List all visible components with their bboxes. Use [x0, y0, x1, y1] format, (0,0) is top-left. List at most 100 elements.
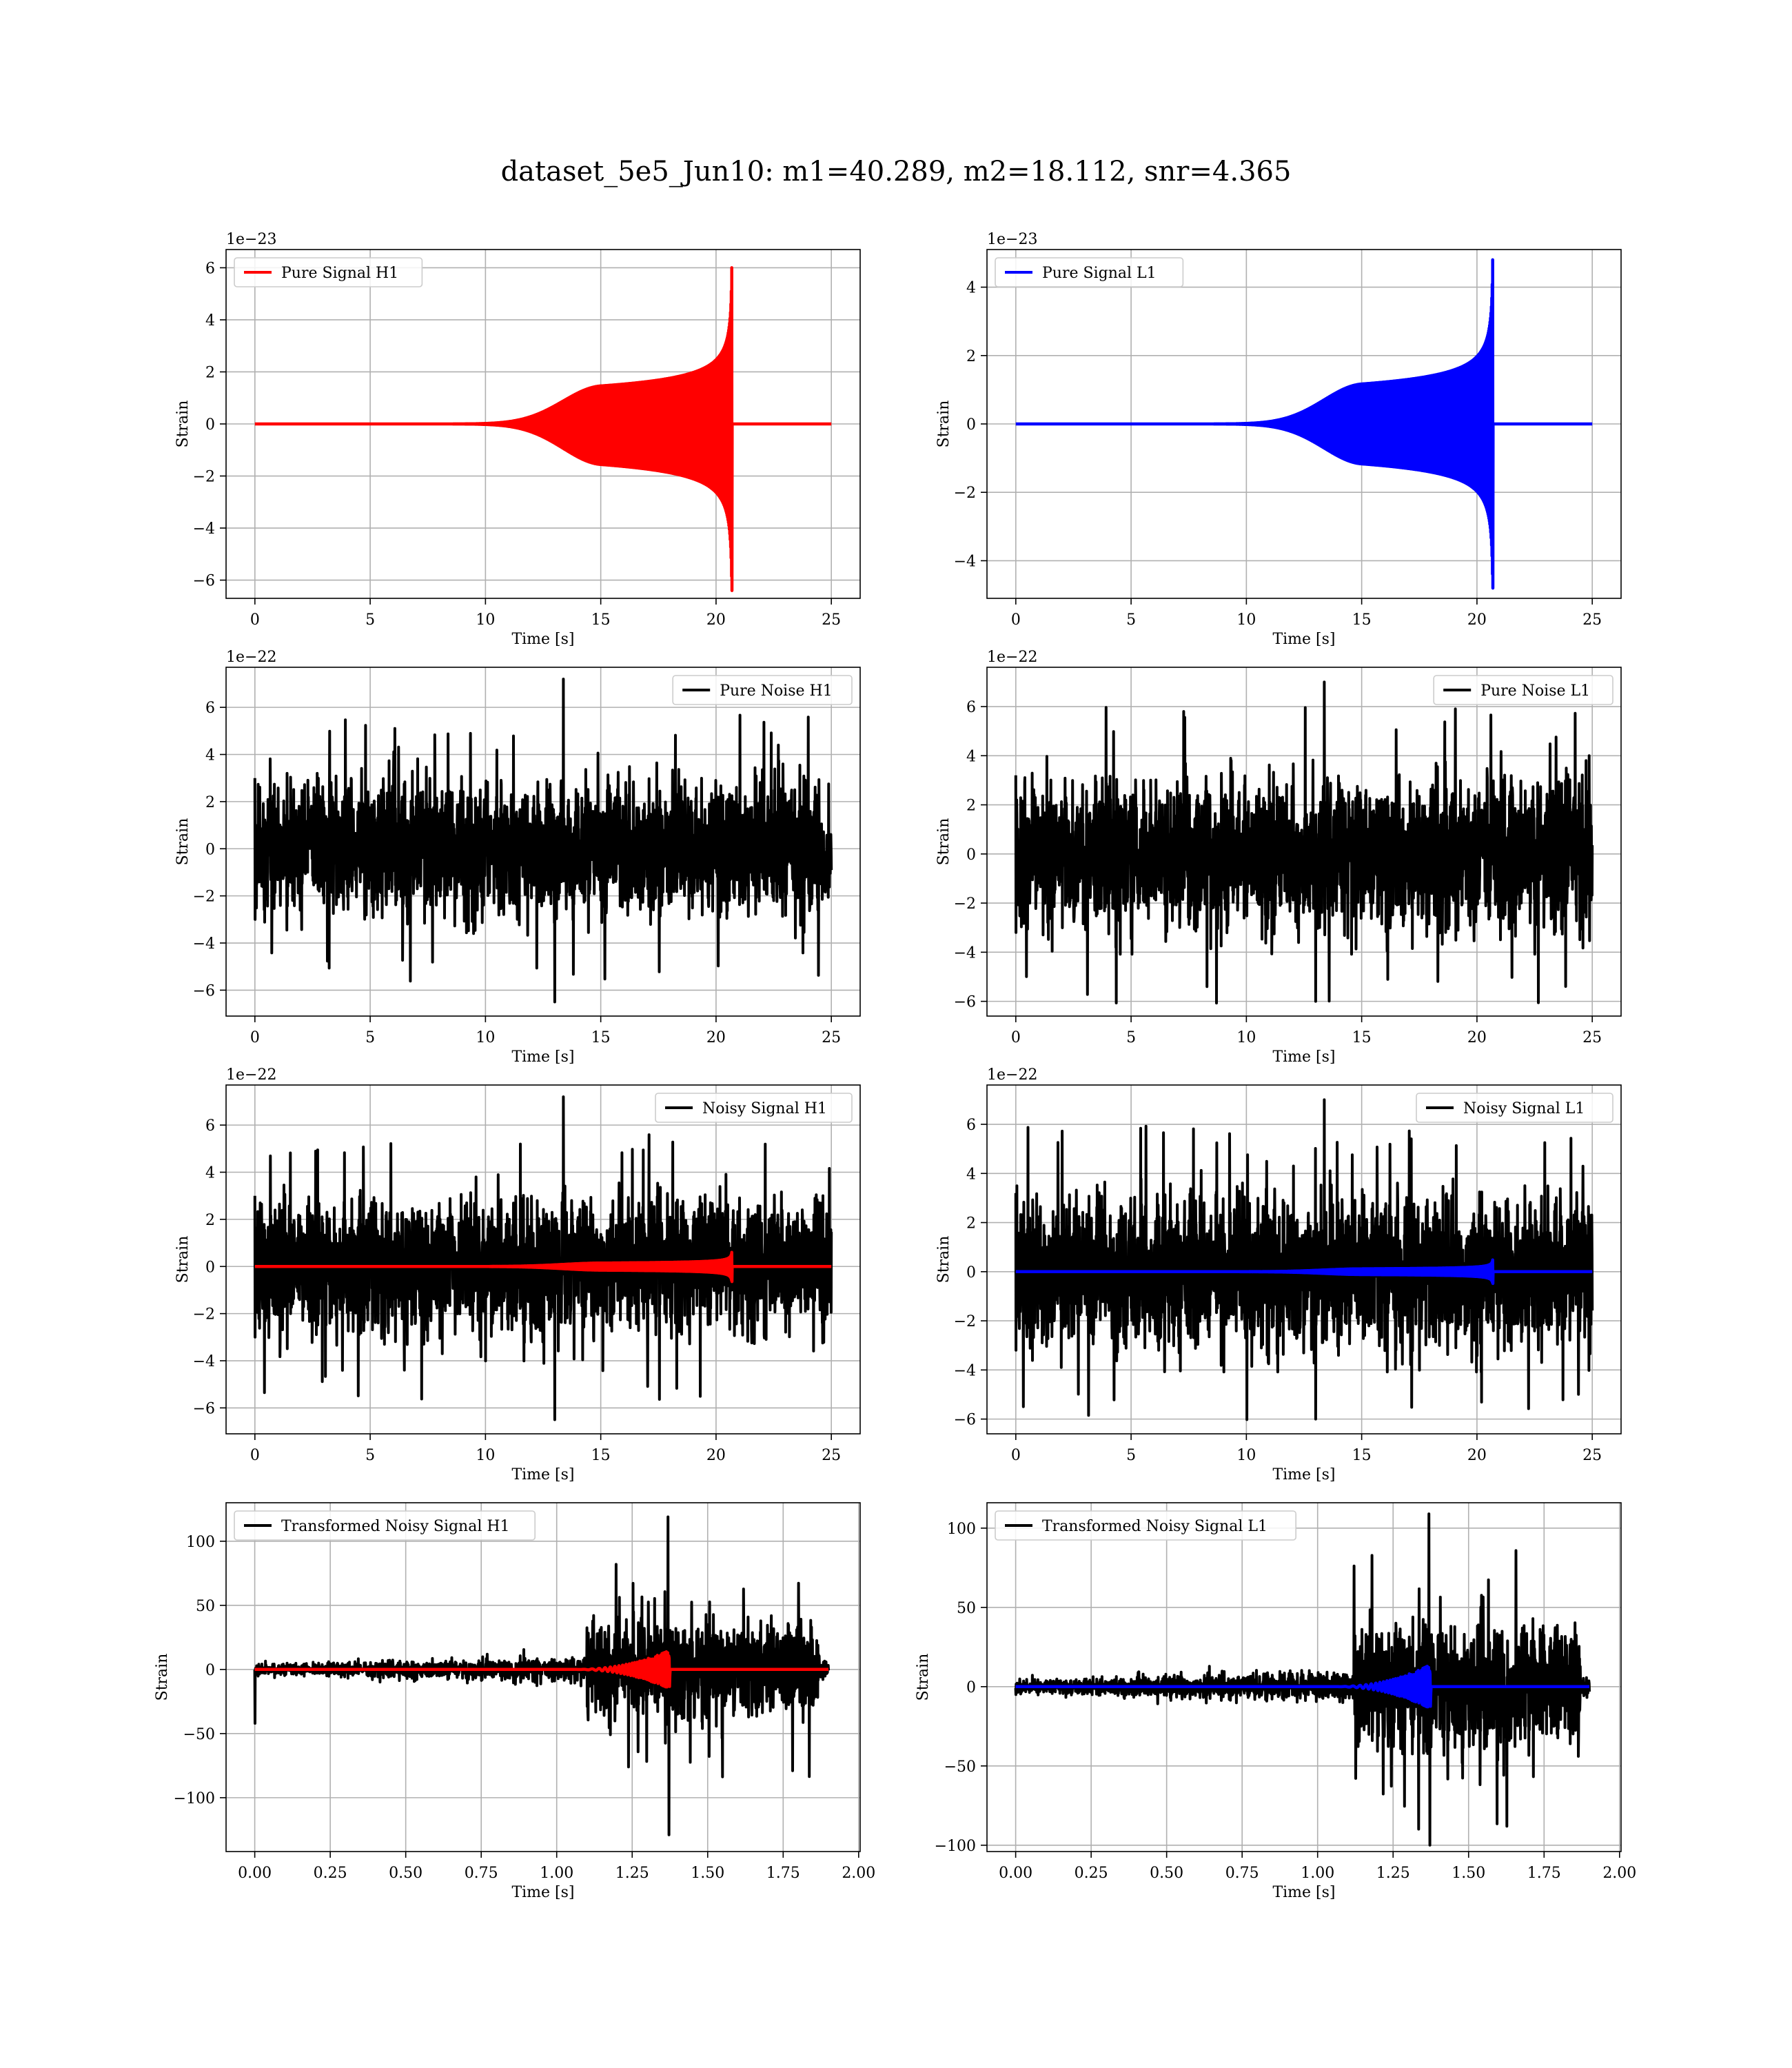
legend-box [1433, 675, 1613, 705]
legend: Pure Noise L1 [1433, 675, 1613, 705]
x-tick-label: 0.50 [389, 1865, 422, 1882]
y-tick-label: −4 [954, 1362, 976, 1379]
y-tick-label: −4 [954, 944, 976, 962]
x-tick-label: 1.00 [1301, 1865, 1334, 1882]
axes-frame [225, 1084, 861, 1435]
x-tick-label: 20 [1467, 1447, 1487, 1464]
x-tick-label: 0.75 [1225, 1865, 1259, 1882]
x-tick-label: 15 [591, 611, 611, 629]
x-tick-label: 10 [1236, 611, 1256, 629]
legend-label: Pure Signal L1 [1042, 265, 1157, 282]
x-tick-label: 25 [1582, 1029, 1602, 1046]
x-tick-label: 15 [1352, 611, 1372, 629]
series-line-transformed-noisy-signal-l1-overlay-1 [1014, 1665, 1591, 1709]
axis-offset-text: 1e−23 [226, 231, 276, 248]
y-tick-label: 4 [966, 280, 976, 297]
y-tick-label: 50 [957, 1600, 976, 1617]
legend: Noisy Signal L1 [1416, 1093, 1613, 1123]
x-tick-label: 20 [1467, 1029, 1487, 1046]
x-tick-label: 10 [476, 1447, 495, 1464]
y-tick-label: −2 [954, 895, 976, 913]
x-tick-label: 0 [1011, 1029, 1021, 1046]
y-tick-label: −100 [174, 1790, 215, 1807]
x-tick-label: 25 [1582, 1447, 1602, 1464]
legend-box [655, 1093, 853, 1123]
y-axis-label: Strain [154, 1654, 171, 1701]
legend-box [995, 257, 1184, 287]
series-line-transformed-noisy-signal-h1-overlay-1 [253, 1650, 830, 1689]
x-axis-label: Time [s] [1272, 1466, 1335, 1483]
subplot-transformed-noisy-signal-l1: 0.00 0.25 0.50 0.75 1.00 1.25 1.50 1.75 2.00 −100… [915, 1502, 1636, 1901]
x-tick-label: 20 [1467, 611, 1487, 629]
x-axis-label: Time [s] [1272, 1048, 1335, 1066]
y-tick-label: 4 [205, 747, 215, 764]
axes-frame [225, 667, 861, 1017]
y-tick-label: 4 [966, 748, 976, 765]
subplot-pure-noise-l1: 0 5 10 15 20 25 −6 −4 −2 0 2 4 6 Time [s] Strain 1e−22 P… [935, 649, 1622, 1066]
x-tick-label: 0.00 [999, 1865, 1032, 1882]
y-tick-label: −4 [954, 553, 976, 570]
y-tick-label: 6 [966, 1117, 976, 1134]
y-axis-label: Strain [935, 1236, 953, 1284]
y-tick-label: −6 [193, 573, 215, 590]
x-tick-label: 10 [476, 611, 495, 629]
x-tick-label: 25 [1582, 611, 1602, 629]
y-axis-label: Strain [935, 818, 953, 866]
x-tick-label: 0.50 [1150, 1865, 1183, 1882]
x-tick-label: 5 [1126, 1029, 1136, 1046]
y-tick-label: −2 [193, 469, 215, 486]
x-axis-label: Time [s] [511, 1048, 574, 1066]
x-tick-label: 0.00 [238, 1865, 272, 1882]
x-tick-label: 5 [365, 611, 375, 629]
legend: Pure Noise H1 [672, 675, 853, 705]
x-tick-label: 1.50 [1452, 1865, 1485, 1882]
x-tick-label: 15 [1352, 1029, 1372, 1046]
y-tick-label: 100 [947, 1521, 976, 1538]
y-tick-label: −2 [193, 1306, 215, 1324]
x-axis-label: Time [s] [511, 1466, 574, 1483]
legend: Pure Signal L1 [995, 257, 1184, 287]
legend-label: Noisy Signal H1 [702, 1100, 827, 1117]
y-tick-label: 0 [205, 1259, 215, 1276]
series-line-transformed-noisy-signal-h1 [253, 1515, 830, 1836]
figure-title: dataset_5e5_Jun10: m1=40.289, m2=18.112,… [500, 156, 1292, 187]
y-axis-label: Strain [174, 818, 192, 866]
legend: Transformed Noisy Signal L1 [995, 1510, 1297, 1541]
y-tick-label: 6 [205, 700, 215, 717]
axis-offset-text: 1e−22 [226, 649, 276, 666]
x-tick-label: 0.75 [465, 1865, 498, 1882]
axes-frame [986, 1502, 1622, 1852]
legend: Noisy Signal H1 [655, 1093, 853, 1123]
y-tick-label: 4 [205, 1165, 215, 1182]
y-tick-label: 6 [205, 1117, 215, 1135]
axis-offset-text: 1e−22 [987, 1066, 1037, 1084]
x-tick-label: 20 [706, 1447, 726, 1464]
axes-frame [986, 667, 1622, 1017]
y-tick-label: −50 [183, 1726, 215, 1743]
y-axis-label: Strain [915, 1654, 932, 1701]
legend-box [1416, 1093, 1613, 1123]
y-tick-label: −6 [193, 982, 215, 1000]
y-tick-label: 0 [205, 1662, 215, 1679]
x-tick-label: 10 [476, 1029, 495, 1046]
y-axis-label: Strain [935, 401, 953, 448]
x-tick-label: 15 [591, 1447, 611, 1464]
series-line-pure-signal-l1 [1014, 258, 1594, 590]
x-tick-label: 0 [250, 1447, 260, 1464]
y-tick-label: −50 [944, 1758, 976, 1776]
y-tick-label: −100 [935, 1838, 976, 1855]
legend-box [234, 1510, 536, 1541]
x-tick-label: 2.00 [1602, 1865, 1636, 1882]
y-tick-label: 2 [205, 364, 215, 381]
y-tick-label: 2 [966, 1215, 976, 1233]
y-tick-label: 0 [205, 416, 215, 434]
series-line-pure-signal-h1 [253, 266, 833, 592]
y-tick-label: 50 [196, 1598, 215, 1615]
axis-offset-text: 1e−23 [987, 231, 1037, 248]
y-tick-label: 6 [966, 699, 976, 716]
y-tick-label: −4 [193, 1353, 215, 1370]
y-tick-label: −6 [954, 994, 976, 1011]
x-tick-label: 5 [365, 1447, 375, 1464]
y-tick-label: −2 [954, 1313, 976, 1330]
